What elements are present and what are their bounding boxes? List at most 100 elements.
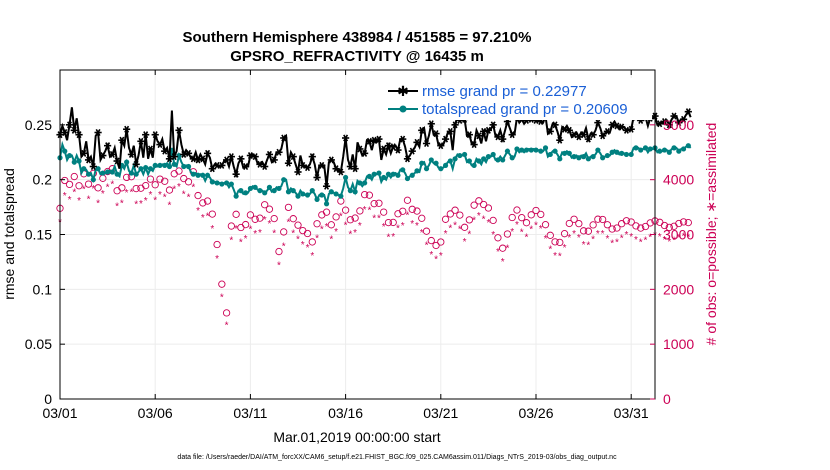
totalspread-point: [190, 171, 196, 177]
rmse-point: [308, 153, 316, 161]
possible-point: [180, 174, 188, 183]
rmse-point: [475, 132, 483, 140]
totalspread-point: [485, 154, 491, 160]
assimilated-point: *: [615, 237, 619, 248]
totalspread-point: [333, 191, 339, 197]
possible-point: [218, 280, 226, 288]
possible-point: [470, 201, 478, 209]
totalspread-point: [133, 171, 139, 177]
possible-point: [284, 203, 293, 212]
totalspread-point: [276, 185, 282, 192]
rmse-point: [61, 128, 69, 137]
rmse-point: [142, 131, 150, 139]
rmse-point: [284, 159, 293, 167]
totalspread-point: [319, 192, 325, 198]
totalspread-point: [519, 147, 525, 153]
assimilated-point: *: [463, 237, 467, 248]
rmse-point: [332, 165, 340, 173]
totalspread-point: [314, 196, 320, 203]
totalspread-point: [228, 181, 234, 187]
totalspread-point: [447, 158, 453, 164]
totalspread-point: [638, 147, 644, 153]
totalspread-point: [143, 165, 149, 171]
possible-point: [365, 191, 374, 199]
rmse-point: [280, 134, 288, 142]
totalspread-point: [609, 149, 615, 155]
assimilated-point: *: [582, 240, 586, 251]
totalspread-point: [533, 147, 539, 153]
possible-point: [322, 208, 331, 216]
assimilated-point: *: [591, 235, 595, 246]
rmse-point: [422, 139, 431, 147]
assimilated-point: *: [453, 220, 457, 231]
possible-point: [465, 216, 474, 224]
assimilated-point: *: [686, 232, 690, 243]
rmse-point: [451, 121, 459, 129]
totalspread-point: [600, 155, 606, 161]
totalspread-point: [171, 161, 177, 167]
totalspread-point: [604, 152, 611, 159]
totalspread-point: [138, 166, 144, 172]
possible-point: [232, 210, 240, 218]
possible-point: [551, 238, 559, 246]
assimilated-point: *: [567, 233, 571, 244]
assimilated-point: *: [329, 235, 333, 246]
rmse-point: [232, 170, 240, 178]
totalspread-point: [647, 146, 653, 152]
rmse-point: [251, 153, 259, 161]
rmse-point: [499, 135, 507, 143]
assimilated-point: *: [244, 234, 248, 245]
totalspread-point: [566, 150, 572, 156]
possible-point: [475, 197, 483, 205]
rmse-point: [123, 125, 131, 133]
assimilated-point: *: [101, 189, 105, 200]
possible-point: [508, 213, 516, 222]
legend-rmse-marker: ✱: [397, 83, 409, 99]
totalspread-point: [661, 147, 668, 153]
possible-point: [161, 177, 169, 185]
assimilated-point: *: [77, 196, 81, 207]
assimilated-point: *: [505, 243, 509, 254]
totalspread-point: [90, 177, 96, 183]
totalspread-point: [181, 163, 187, 170]
possible-point: [175, 167, 183, 175]
possible-point: [570, 215, 578, 223]
possible-point: [151, 181, 159, 189]
x-axis-label: Mar.01,2019 00:00:00 start: [273, 429, 440, 445]
totalspread-point: [376, 170, 382, 176]
rmse-point: [565, 126, 573, 134]
assimilated-point: *: [482, 214, 486, 225]
y-tick-label-right: 4000: [663, 172, 694, 188]
assimilated-point: *: [168, 201, 172, 212]
possible-point: [494, 234, 502, 242]
totalspread-point: [266, 184, 273, 190]
rmse-point: [480, 127, 488, 135]
y-tick-label-right: 0: [663, 391, 671, 407]
possible-point: [351, 214, 359, 222]
totalspread-point: [147, 166, 154, 172]
y-axis-label-left: rmse and totalspread: [1, 168, 17, 300]
assimilated-point: *: [448, 224, 452, 235]
possible-point: [456, 211, 464, 219]
rmse-point: [70, 126, 78, 134]
totalspread-point: [442, 162, 449, 169]
assimilated-point: *: [234, 224, 238, 235]
possible-point: [675, 219, 683, 228]
totalspread-point: [414, 168, 420, 174]
possible-point: [618, 220, 626, 228]
possible-point: [665, 223, 673, 232]
y-tick-label-left: 0.15: [25, 227, 52, 243]
assimilated-point: *: [215, 254, 219, 265]
rmse-point: [589, 131, 597, 139]
rmse-point: [551, 121, 559, 129]
assimilated-point: *: [406, 210, 410, 221]
assimilated-point: *: [115, 202, 119, 213]
assimilated-point: *: [82, 185, 86, 196]
possible-point: [603, 221, 612, 229]
assimilated-point: *: [667, 237, 671, 248]
assimilated-point: *: [663, 235, 667, 246]
legend-spread-label: totalspread grand pr = 0.20609: [422, 101, 628, 118]
rmse-point: [313, 173, 321, 181]
totalspread-point: [166, 163, 173, 170]
